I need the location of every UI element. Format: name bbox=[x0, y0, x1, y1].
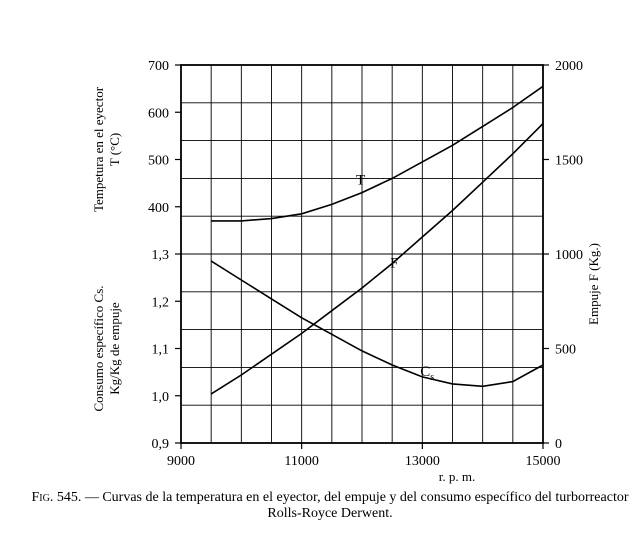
svg-text:9000: 9000 bbox=[167, 454, 195, 469]
svg-text:T: T bbox=[356, 173, 365, 189]
svg-text:13000: 13000 bbox=[405, 454, 440, 469]
turbojet-curves-chart: 9000 11000 13000 15000 r. p. m. 0 500 1000 1500 2… bbox=[0, 0, 640, 490]
svg-text:F: F bbox=[390, 255, 398, 271]
svg-text:1,0: 1,0 bbox=[152, 390, 170, 405]
svg-text:r. p. m.: r. p. m. bbox=[439, 469, 475, 484]
figure-caption-text: — Curvas de la temperatura en el eyector… bbox=[85, 490, 629, 521]
figure-number: Fig. 545. bbox=[31, 490, 81, 505]
svg-text:T (°C): T (°C) bbox=[107, 133, 122, 166]
svg-text:1,3: 1,3 bbox=[152, 248, 170, 263]
svg-text:Empuje F (Kg.): Empuje F (Kg.) bbox=[586, 243, 601, 325]
svg-text:600: 600 bbox=[148, 106, 169, 121]
svg-text:0,9: 0,9 bbox=[152, 437, 170, 452]
svg-text:1,1: 1,1 bbox=[152, 343, 170, 358]
svg-text:500: 500 bbox=[148, 154, 169, 169]
svg-text:Consumo específico Cs.: Consumo específico Cs. bbox=[91, 285, 106, 411]
svg-text:700: 700 bbox=[148, 59, 169, 74]
svg-text:0: 0 bbox=[555, 437, 562, 452]
svg-text:1500: 1500 bbox=[555, 154, 583, 169]
svg-text:2000: 2000 bbox=[555, 59, 583, 74]
svg-text:Kg/Kg de empuje: Kg/Kg de empuje bbox=[107, 302, 122, 395]
svg-text:11000: 11000 bbox=[284, 454, 318, 469]
svg-text:15000: 15000 bbox=[526, 454, 561, 469]
svg-text:1,2: 1,2 bbox=[152, 295, 170, 310]
figure-caption: Fig. 545. — Curvas de la temperatura en … bbox=[30, 490, 630, 522]
svg-text:1000: 1000 bbox=[555, 248, 583, 263]
svg-text:Tempetura en el eyector: Tempetura en el eyector bbox=[91, 86, 106, 212]
svg-text:400: 400 bbox=[148, 201, 169, 216]
svg-text:500: 500 bbox=[555, 343, 576, 358]
